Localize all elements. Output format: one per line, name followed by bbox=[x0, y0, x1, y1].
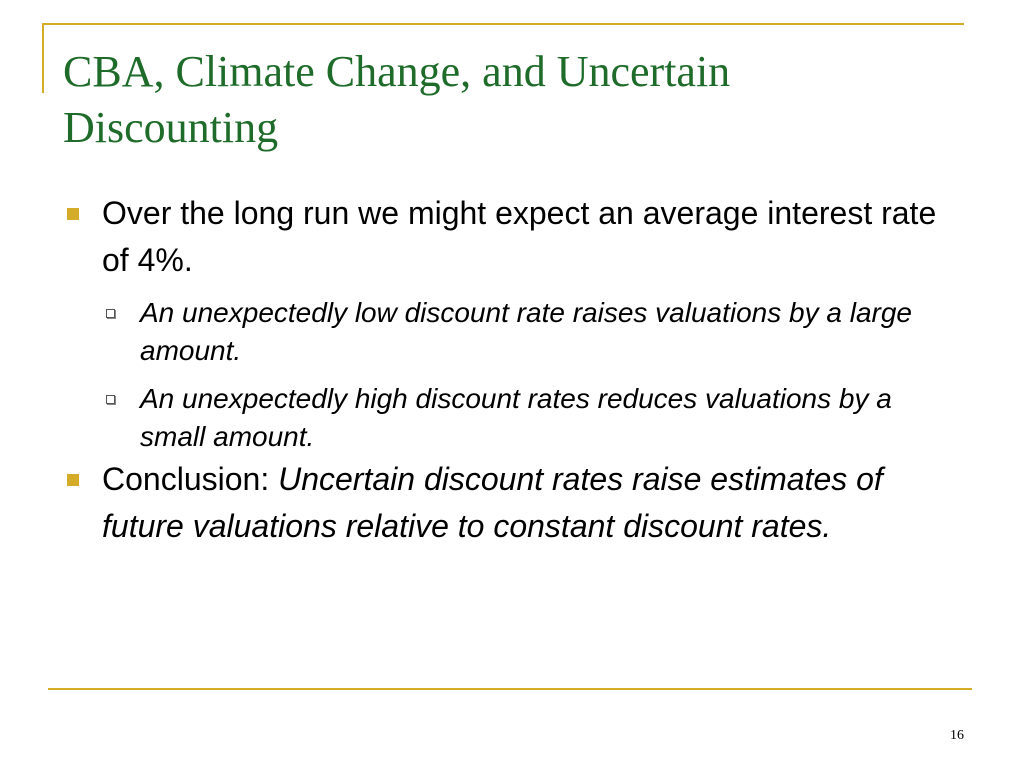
hollow-square-bullet-icon bbox=[106, 309, 115, 318]
slide-title: CBA, Climate Change, and Uncertain Disco… bbox=[63, 44, 963, 156]
sub-bullet-item-1: An unexpectedly low discount rate raises… bbox=[64, 294, 944, 370]
title-line-2: Discounting bbox=[63, 103, 279, 152]
square-bullet-icon bbox=[67, 474, 79, 486]
bullet-text: Over the long run we might expect an ave… bbox=[102, 195, 937, 278]
page-number: 16 bbox=[950, 728, 964, 743]
sub-bullet-item-2: An unexpectedly high discount rates redu… bbox=[64, 380, 944, 456]
hollow-square-bullet-icon bbox=[106, 395, 115, 404]
top-rule bbox=[42, 23, 964, 25]
bottom-rule bbox=[48, 688, 972, 690]
sub-bullet-text: An unexpectedly low discount rate raises… bbox=[140, 297, 912, 366]
conclusion-label: Conclusion: bbox=[102, 461, 279, 497]
conclusion-text: Uncertain discount rates raise estimates… bbox=[102, 461, 883, 544]
left-rule bbox=[42, 23, 44, 93]
bullet-list: Over the long run we might expect an ave… bbox=[64, 190, 944, 550]
bullet-item-1: Over the long run we might expect an ave… bbox=[64, 190, 944, 284]
title-line-1: CBA, Climate Change, and Uncertain bbox=[63, 47, 731, 96]
sub-bullet-text: An unexpectedly high discount rates redu… bbox=[140, 383, 892, 452]
bullet-item-2: Conclusion: Uncertain discount rates rai… bbox=[64, 456, 944, 550]
square-bullet-icon bbox=[67, 208, 79, 220]
